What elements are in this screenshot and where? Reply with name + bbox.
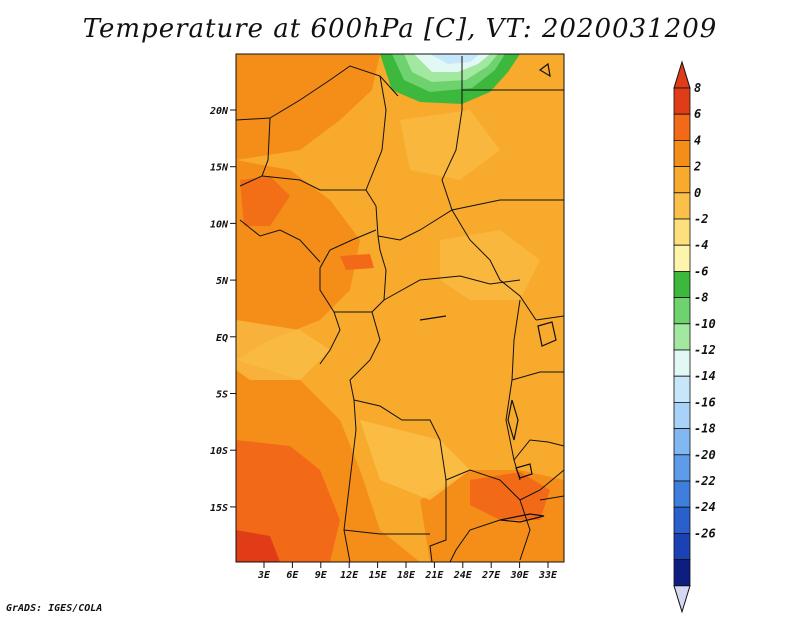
colorbar-label: -2	[694, 212, 708, 226]
lon-tick-label: 27E	[481, 570, 501, 581]
latitude-axis: 20N 15N 10N 5N EQ 5S 10S 15S	[209, 106, 236, 514]
colorbar-swatch	[673, 113, 691, 141]
country-borders	[236, 56, 564, 562]
lat-tick-label: 15N	[210, 163, 229, 174]
lon-tick-label: 18E	[397, 570, 416, 581]
colorbar-swatch	[673, 428, 691, 456]
colorbar-over-arrow	[673, 60, 691, 89]
lon-tick-label: 21E	[424, 570, 444, 581]
lon-tick-label: 9E	[315, 570, 328, 581]
colorbar-label: -8	[694, 291, 708, 305]
lon-tick-label: 33E	[538, 570, 558, 581]
colorbar-swatch	[673, 401, 691, 429]
lat-tick-label: 5N	[216, 276, 229, 287]
colorbar-label: -14	[694, 369, 716, 383]
colorbar-swatch	[673, 375, 691, 403]
lon-tick-label: 15E	[369, 570, 388, 581]
lon-tick-label: 12E	[340, 570, 359, 581]
colorbar-label: 8	[694, 81, 701, 95]
colorbar-swatch	[673, 349, 691, 377]
colorbar-swatch	[673, 454, 691, 482]
colorbar-swatch	[673, 270, 691, 298]
temperature-field	[236, 54, 564, 562]
lakes	[419, 62, 557, 523]
colorbar-swatch	[673, 166, 691, 194]
colorbar-swatch	[673, 139, 691, 167]
colorbar-label: 4	[694, 133, 701, 147]
colorbar-label: 2	[693, 160, 701, 174]
lat-tick-label: 5S	[216, 390, 228, 401]
lat-tick-label: 10S	[210, 446, 228, 457]
colorbar-swatch	[673, 192, 691, 220]
colorbar-swatch	[673, 480, 691, 508]
lon-tick-label: 3E	[257, 570, 271, 581]
colorbar-label: -26	[694, 526, 716, 540]
colorbar-label: 6	[694, 107, 701, 121]
colorbar-swatch	[673, 244, 691, 272]
colorbar-label: -18	[694, 422, 716, 436]
colorbar-swatch	[673, 323, 691, 351]
colorbar-label: -10	[694, 317, 716, 331]
map-frame	[235, 53, 565, 563]
colorbar-swatch	[673, 87, 691, 115]
colorbar-label: -6	[694, 264, 708, 278]
colorbar-swatch	[673, 533, 691, 561]
lat-tick-label: 20N	[209, 106, 229, 117]
longitude-axis: 3E 6E 9E 12E 15E 18E 21E 24E 27E 30E 33E	[257, 562, 558, 581]
colorbar-swatch	[673, 297, 691, 325]
map-title: Temperature at 600hPa [C], VT: 202003120…	[82, 14, 718, 44]
colorbar-label: -24	[694, 500, 716, 514]
colorbar: 8 6 4 2 0 -2 -4 -6 -8 -10 -12 -14 -16 -18 -20 -22 -24 -26	[673, 60, 716, 614]
colorbar-under-arrow	[673, 585, 691, 614]
colorbar-label: -16	[694, 395, 716, 409]
colorbar-label: -22	[694, 474, 716, 488]
colorbar-swatch	[673, 218, 691, 246]
colorbar-label: -4	[694, 238, 708, 252]
lat-tick-label: 15S	[210, 503, 228, 514]
colorbar-swatch	[673, 559, 691, 587]
lat-tick-label: 10N	[210, 219, 229, 230]
lon-tick-label: 30E	[510, 570, 530, 581]
lat-tick-label: EQ	[216, 333, 228, 344]
lon-tick-label: 24E	[453, 570, 473, 581]
colorbar-label: 0	[694, 186, 701, 200]
lon-tick-label: 6E	[286, 570, 299, 581]
grads-credit: GrADS: IGES/COLA	[6, 603, 103, 614]
colorbar-swatch	[673, 506, 691, 534]
colorbar-label: -20	[694, 448, 716, 462]
colorbar-label: -12	[694, 343, 716, 357]
